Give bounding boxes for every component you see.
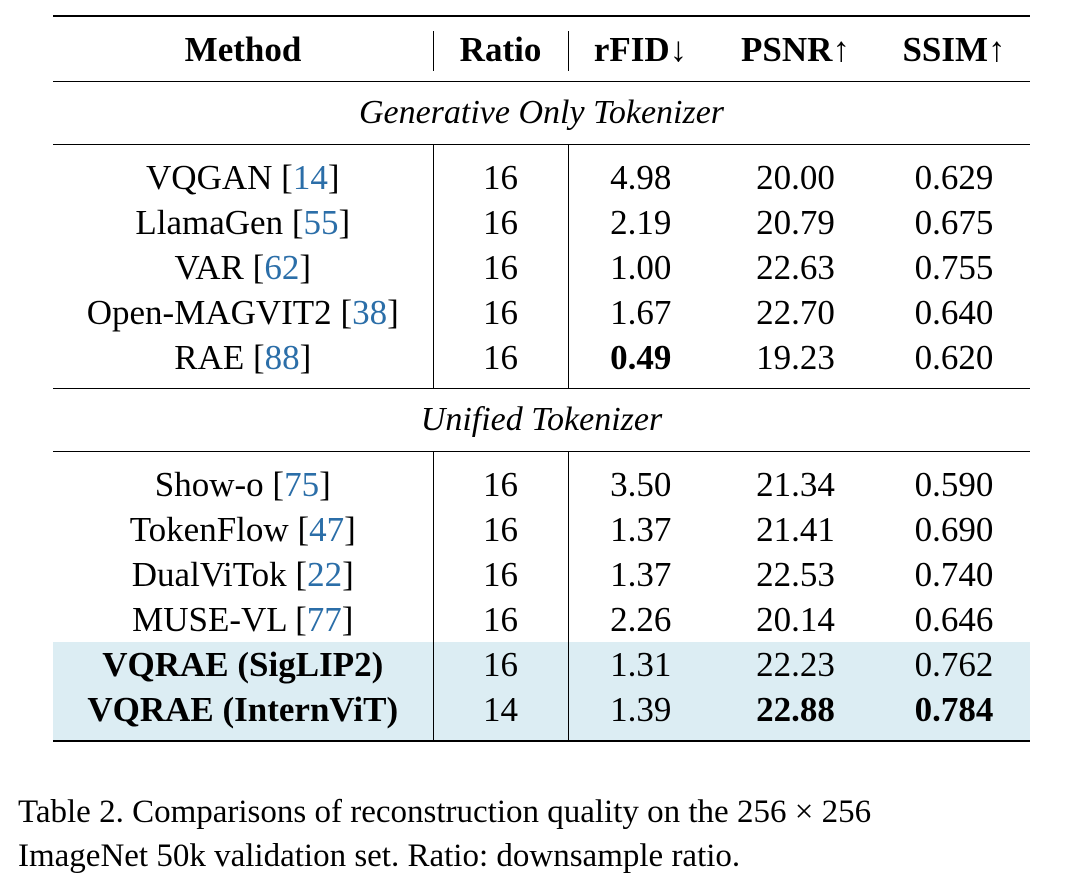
method-cell: Show-o [75] (154, 465, 331, 504)
ssim-cell: 0.590 (914, 465, 994, 504)
ratio-cell: 16 (432, 597, 568, 642)
psnr-cell: 20.00 (756, 158, 835, 197)
ratio-cell: 16 (432, 245, 568, 290)
psnr-cell: 22.70 (756, 293, 835, 332)
citation-link[interactable]: 47 (309, 510, 345, 549)
table-caption: Table 2. Comparisons of reconstruction q… (18, 790, 1078, 878)
psnr-cell: 22.88 (713, 687, 878, 741)
table-row: RAE [88] 16 0.49 19.23 0.620 (53, 335, 1030, 389)
ssim-cell: 0.784 (878, 687, 1030, 741)
caption-line-1: Table 2. Comparisons of reconstruction q… (18, 794, 872, 830)
table-row: VAR [62] 16 1.00 22.63 0.755 (53, 245, 1030, 290)
psnr-cell: 22.23 (713, 642, 878, 687)
method-cell: VQRAE (InternViT) (53, 687, 433, 741)
citation-link[interactable]: 88 (264, 338, 300, 377)
header-psnr: PSNR↑ (741, 29, 850, 69)
rfid-cell: 1.39 (567, 687, 713, 741)
method-cell: LlamaGen [55] (135, 203, 351, 242)
rfid-cell: 0.49 (567, 335, 713, 389)
ssim-cell: 0.640 (914, 293, 994, 332)
citation-link[interactable]: 55 (303, 203, 339, 242)
rfid-cell: 3.50 (567, 452, 713, 507)
rfid-cell: 1.67 (567, 290, 713, 335)
psnr-cell: 20.14 (756, 600, 835, 639)
citation-link[interactable]: 14 (292, 158, 328, 197)
section-title: Unified Tokenizer (420, 401, 663, 438)
ratio-cell: 16 (432, 200, 568, 245)
ssim-cell: 0.740 (914, 555, 994, 594)
table-row: VQGAN [14] 16 4.98 20.00 0.629 (53, 145, 1030, 200)
ratio-cell: 14 (432, 687, 568, 741)
psnr-cell: 22.63 (756, 248, 835, 287)
method-cell: TokenFlow [47] (129, 510, 356, 549)
psnr-cell: 21.34 (756, 465, 835, 504)
method-cell: VAR [62] (174, 248, 311, 287)
psnr-cell: 21.41 (756, 510, 835, 549)
method-cell: RAE [88] (174, 338, 312, 377)
citation-link[interactable]: 77 (306, 600, 342, 639)
caption-line-2: ImageNet 50k validation set. Ratio: down… (18, 838, 741, 874)
psnr-cell: 22.53 (756, 555, 835, 594)
rfid-cell: 2.19 (567, 200, 713, 245)
citation-link[interactable]: 38 (352, 293, 388, 332)
header-ssim: SSIM↑ (902, 29, 1006, 69)
table-row-highlighted: VQRAE (SigLIP2) 16 1.31 22.23 0.762 (53, 642, 1030, 687)
ratio-cell: 16 (432, 552, 568, 597)
table-header-row: Method Ratio rFID↓ PSNR↑ SSIM↑ (53, 17, 1030, 82)
header-ratio: Ratio (433, 17, 568, 82)
table-row: MUSE-VL [77] 16 2.26 20.14 0.646 (53, 597, 1030, 642)
table-row: LlamaGen [55] 16 2.19 20.79 0.675 (53, 200, 1030, 245)
ssim-cell: 0.762 (878, 642, 1030, 687)
method-cell: VQRAE (SigLIP2) (53, 642, 433, 687)
ratio-cell: 16 (432, 452, 568, 507)
method-cell: DualViTok [22] (131, 555, 354, 594)
method-cell: Open-MAGVIT2 [38] (86, 293, 399, 332)
header-rfid: rFID↓ (568, 17, 713, 82)
reconstruction-table: Method Ratio rFID↓ PSNR↑ SSIM↑ Generativ… (53, 15, 1030, 743)
rfid-cell: 4.98 (567, 145, 713, 200)
ssim-cell: 0.620 (914, 338, 994, 377)
method-cell: VQGAN [14] (146, 158, 340, 197)
table-row: DualViTok [22] 16 1.37 22.53 0.740 (53, 552, 1030, 597)
table-row: Open-MAGVIT2 [38] 16 1.67 22.70 0.640 (53, 290, 1030, 335)
psnr-cell: 20.79 (756, 203, 835, 242)
ssim-cell: 0.629 (914, 158, 994, 197)
citation-link[interactable]: 75 (284, 465, 320, 504)
psnr-cell: 19.23 (756, 338, 835, 377)
rfid-cell: 1.31 (567, 642, 713, 687)
results-table-container: Method Ratio rFID↓ PSNR↑ SSIM↑ Generativ… (53, 15, 1030, 743)
ssim-cell: 0.646 (914, 600, 994, 639)
table-row: Show-o [75] 16 3.50 21.34 0.590 (53, 452, 1030, 507)
table-row-highlighted: VQRAE (InternViT) 14 1.39 22.88 0.784 (53, 687, 1030, 741)
section-header-generative: Generative Only Tokenizer (53, 82, 1030, 145)
rfid-cell: 1.37 (567, 507, 713, 552)
rfid-cell: 2.26 (567, 597, 713, 642)
rfid-cell: 1.37 (567, 552, 713, 597)
method-cell: MUSE-VL [77] (132, 600, 354, 639)
rfid-cell: 1.00 (567, 245, 713, 290)
ratio-cell: 16 (432, 335, 568, 389)
header-method: Method (184, 29, 302, 69)
section-title: Generative Only Tokenizer (358, 94, 725, 131)
ssim-cell: 0.755 (914, 248, 994, 287)
ratio-cell: 16 (432, 290, 568, 335)
ratio-cell: 16 (432, 642, 568, 687)
section-header-unified: Unified Tokenizer (53, 389, 1030, 452)
ssim-cell: 0.690 (914, 510, 994, 549)
citation-link[interactable]: 22 (307, 555, 343, 594)
ratio-cell: 16 (432, 145, 568, 200)
citation-link[interactable]: 62 (264, 248, 300, 287)
ssim-cell: 0.675 (914, 203, 994, 242)
table-row: TokenFlow [47] 16 1.37 21.41 0.690 (53, 507, 1030, 552)
ratio-cell: 16 (432, 507, 568, 552)
